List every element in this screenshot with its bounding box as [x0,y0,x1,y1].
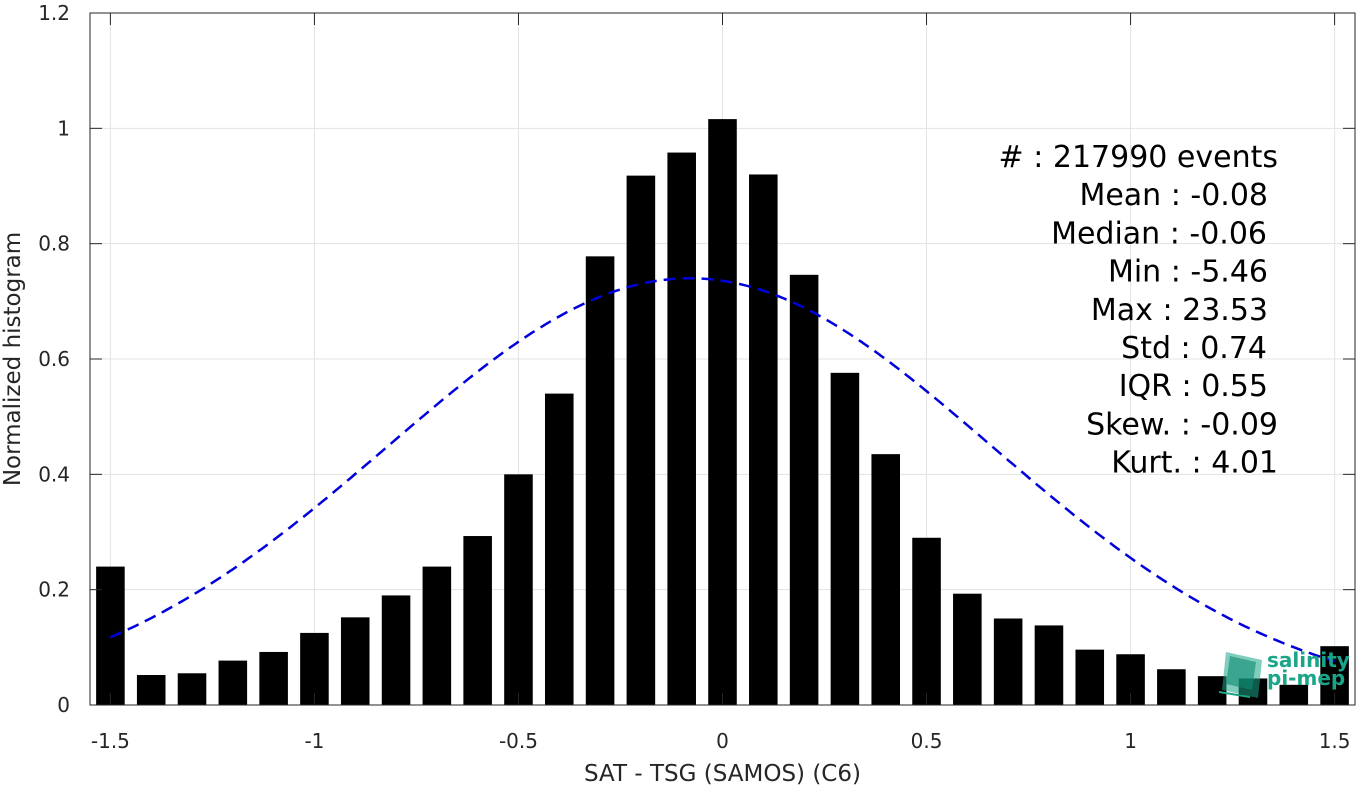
stat-line: Median : -0.06 [1051,216,1267,251]
histogram-bar [708,119,737,705]
histogram-bar [422,566,452,705]
salinity-pi-mep-logo: salinity pi-mep [1218,648,1350,698]
histogram-bar [830,372,860,705]
histogram-bar [463,536,492,705]
stat-line: Max : 23.53 [1091,293,1268,328]
y-tick-label: 0.6 [38,347,70,371]
histogram-bar [1157,669,1186,705]
histogram-bar [259,651,288,705]
histogram-bar [1197,676,1227,705]
stat-line: Mean : -0.08 [1079,178,1268,213]
stat-line: Min : -5.46 [1108,255,1268,290]
x-tick-label: 1.5 [1319,729,1351,753]
histogram-bar [993,618,1023,705]
stat-line: Std : 0.74 [1121,331,1267,366]
x-tick-labels: -1.5 -1 -0.5 0 0.5 1 1.5 [91,729,1351,753]
stat-line: IQR : 0.55 [1119,369,1268,404]
y-tick-labels: 0 0.2 0.4 0.6 0.8 1 1.2 [38,1,70,717]
y-axis-label: Normalized histogram [0,232,26,486]
histogram-bars [96,119,1349,705]
histogram-bar [381,595,411,705]
y-tick-label: 0.2 [38,578,70,602]
x-tick-label: -1.5 [91,729,130,753]
x-tick-label: -1 [304,729,324,753]
histogram-bar [504,474,533,705]
y-tick-label: 0.4 [38,462,70,486]
gaussian-fit-curve [109,277,1335,663]
histogram-bar [789,274,819,705]
logo-line1: salinity [1267,648,1350,672]
histogram-bar [300,632,329,705]
logo-mark-icon [1218,652,1262,698]
histogram-bar [136,675,166,705]
histogram-bar [1034,625,1064,705]
histogram-bar [218,660,248,705]
stat-line: Kurt. : 4.01 [1111,446,1278,481]
stat-line: Skew. : -0.09 [1086,407,1278,442]
histogram-bar [912,537,941,705]
y-tick-label: 0 [57,693,70,717]
histogram-bar [96,566,125,705]
histogram-bar [1279,684,1309,705]
histogram-bar [667,152,696,705]
histogram-bar [544,393,574,705]
histogram-bar [626,175,656,705]
x-axis-label: SAT - TSG (SAMOS) (C6) [584,761,861,785]
histogram-bar [177,673,207,705]
histogram-bar [953,593,982,705]
y-tick-label: 1 [57,116,70,140]
y-tick-label: 0.8 [38,232,70,256]
histogram-bar [871,454,901,705]
histogram-bar [340,617,370,705]
x-tick-label: 1 [1124,729,1137,753]
histogram-bar [1075,649,1105,705]
y-tick-label: 1.2 [38,1,70,25]
histogram-bar [749,174,778,705]
axes [89,12,1356,706]
x-tick-label: 0.5 [911,729,943,753]
stat-line: # : 217990 events [999,140,1278,175]
x-tick-label: 0 [716,729,729,753]
logo-line2: pi-mep [1267,666,1345,690]
histogram-bar [585,256,615,705]
x-tick-label: -0.5 [499,729,538,753]
